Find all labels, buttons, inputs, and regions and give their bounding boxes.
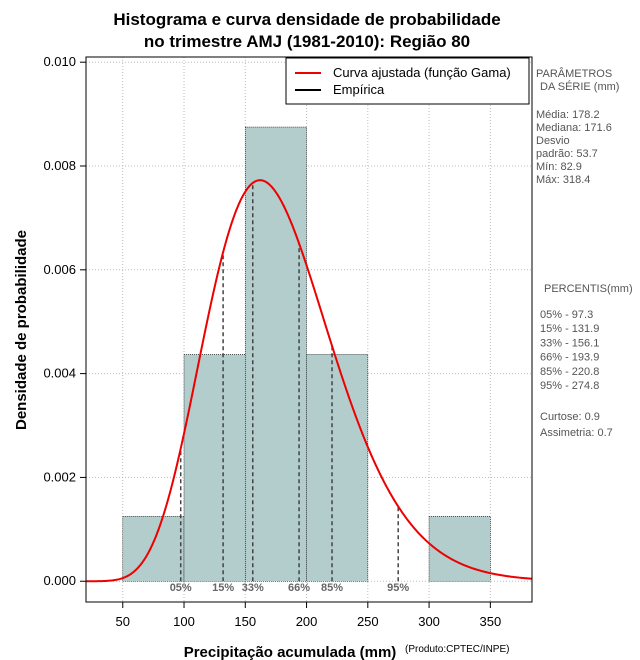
x-tick-label: 200: [296, 614, 318, 629]
y-tick-label: 0.010: [43, 54, 76, 69]
y-tick-label: 0.004: [43, 366, 76, 381]
percentile-label: 85%: [321, 582, 343, 594]
legend-box: [285, 57, 530, 105]
histogram-bar: [122, 516, 185, 582]
y-tick-label: 0.000: [43, 573, 76, 588]
fitted-curve-group: [85, 179, 533, 583]
histogram-bar: [306, 354, 369, 582]
stat-line: Mediana: 171.6: [536, 122, 612, 134]
x-axis-label: Precipitação acumulada (mm): [184, 644, 397, 660]
percentil-line: 95% - 274.8: [540, 380, 599, 392]
stat-line: Média: 178.2: [536, 109, 600, 121]
x-tick-label: 50: [116, 614, 130, 629]
percentile-label: 05%: [170, 582, 192, 594]
fitted-gamma-curve: [85, 179, 533, 583]
x-tick-label: 100: [173, 614, 195, 629]
histogram-bars: [122, 126, 491, 582]
percentil-line: 05% - 97.3: [540, 309, 593, 321]
y-tick-label: 0.002: [43, 469, 76, 484]
percentil-line: 15% - 131.9: [540, 323, 599, 335]
side-panel: PARÂMETROS DA SÉRIE (mm) Média: 178.2Med…: [536, 67, 633, 439]
y-axis-ticks: 0.000 0.002 0.004 0.006 0.008 0.010: [43, 54, 86, 588]
x-tick-label: 250: [357, 614, 379, 629]
percentil-line: 66% - 193.9: [540, 352, 599, 364]
plot-frame: [85, 56, 533, 603]
x-tick-label: 350: [479, 614, 501, 629]
stat-line: padrão: 53.7: [536, 148, 598, 160]
percentis-list: 05% - 97.3 15% - 131.9 33% - 156.1 66% - 19…: [540, 309, 599, 392]
stat-line: Mín: 82.9: [536, 161, 582, 173]
chart-title-line-2: no trimestre AMJ (1981-2010): Região 80: [144, 32, 470, 51]
percentile-label: 33%: [242, 582, 264, 594]
params-header-2: DA SÉRIE (mm): [540, 80, 619, 93]
legend-curve-label: Curva ajustada (função Gama): [333, 65, 511, 80]
x-tick-label: 150: [234, 614, 256, 629]
histogram-bar: [244, 126, 307, 582]
x-axis-ticks: 50 100 150 200 250 300 350: [116, 602, 501, 629]
percentis-header: PERCENTIS(mm): [544, 283, 633, 295]
stat-line: Máx: 318.4: [536, 174, 590, 186]
params-header-1: PARÂMETROS: [536, 67, 612, 80]
legend-empirical-label: Empírica: [333, 82, 385, 97]
percentile-label: 95%: [387, 582, 409, 594]
percentile-label: 15%: [212, 582, 234, 594]
x-tick-label: 300: [418, 614, 440, 629]
y-tick-label: 0.008: [43, 158, 76, 173]
shape-stat-line: Assimetria: 0.7: [540, 427, 613, 439]
histogram-bar: [183, 354, 246, 582]
percentile-label: 66%: [288, 582, 310, 594]
percentil-line: 85% - 220.8: [540, 366, 599, 378]
chart-title-line-1: Histograma e curva densidade de probabil…: [113, 10, 500, 29]
y-tick-label: 0.006: [43, 262, 76, 277]
percentile-markers: 05% 15% 33% 66% 85% 95%: [170, 182, 409, 594]
percentil-line: 33% - 156.1: [540, 337, 599, 349]
shape-stat-line: Curtose: 0.9: [540, 411, 600, 423]
stat-line: Desvio: [536, 135, 570, 147]
y-axis-label: Densidade de probabilidade: [13, 230, 30, 430]
shape-stats: Curtose: 0.9 Assimetria: 0.7: [540, 411, 613, 439]
legend: Curva ajustada (função Gama) Empírica: [285, 57, 530, 105]
product-credit: (Produto:CPTEC/INPE): [405, 644, 509, 655]
